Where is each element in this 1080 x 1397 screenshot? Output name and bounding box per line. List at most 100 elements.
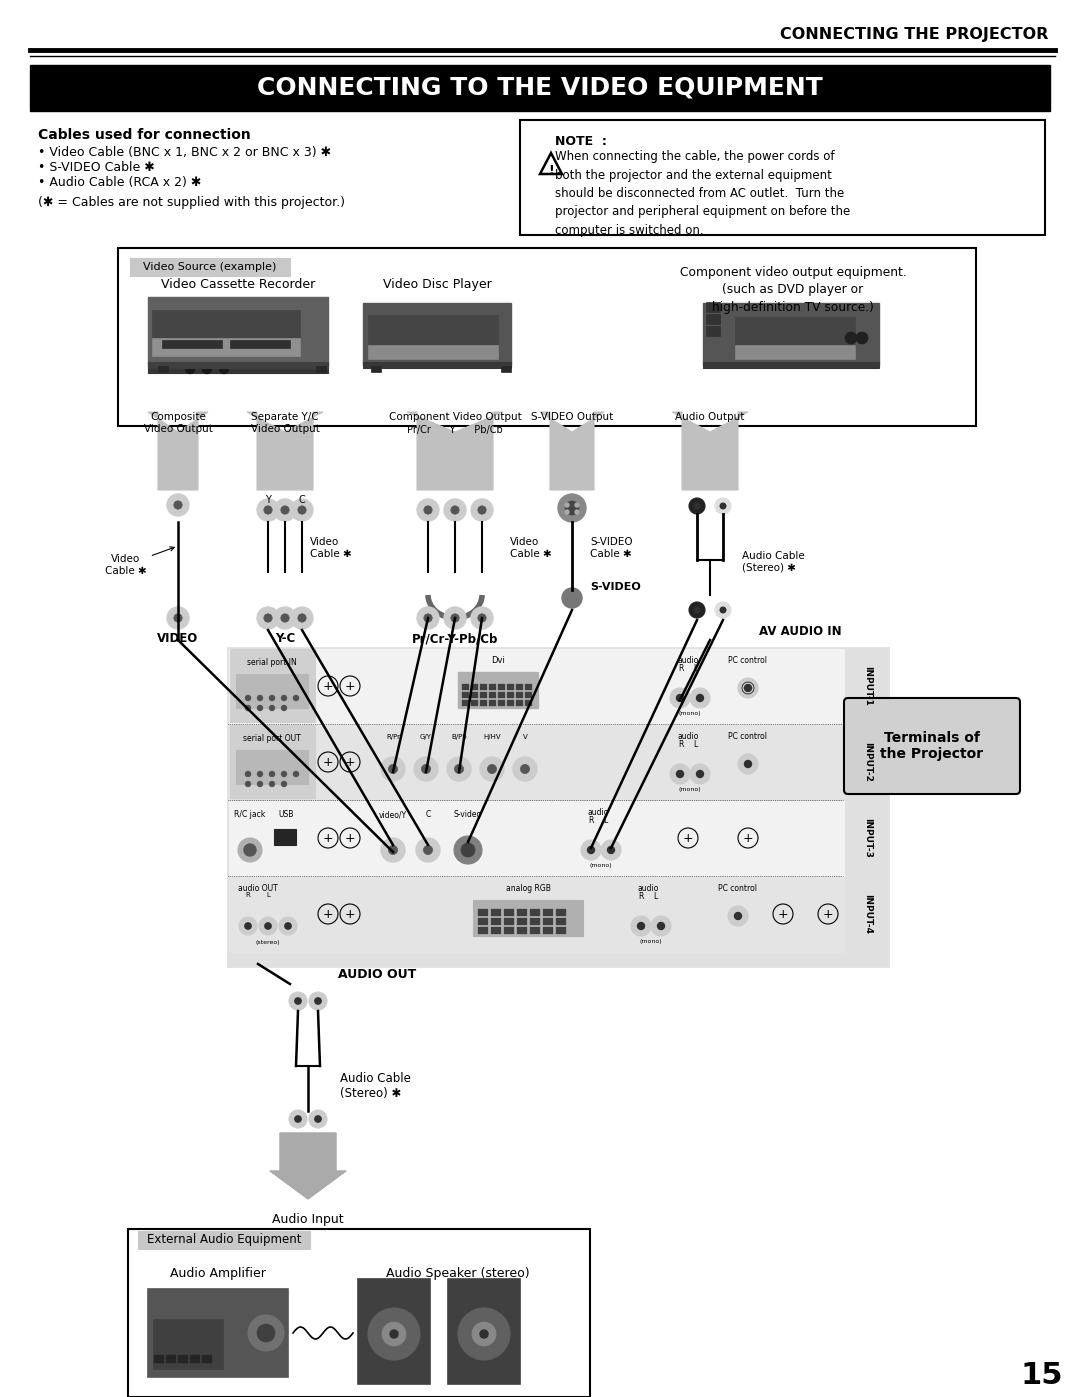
Bar — [543, 928, 553, 935]
Bar — [357, 1280, 430, 1384]
Bar — [237, 673, 308, 708]
Circle shape — [389, 845, 397, 855]
Text: AV AUDIO IN: AV AUDIO IN — [758, 624, 841, 638]
Bar — [162, 339, 222, 348]
Circle shape — [279, 916, 297, 935]
Text: +: + — [778, 908, 788, 921]
Text: Audio Input: Audio Input — [272, 1213, 343, 1227]
Circle shape — [285, 923, 292, 929]
Circle shape — [856, 332, 868, 344]
Circle shape — [281, 613, 289, 622]
Text: Dvi: Dvi — [491, 657, 505, 665]
Circle shape — [167, 495, 189, 515]
Bar — [556, 928, 566, 935]
Circle shape — [291, 608, 313, 629]
Circle shape — [421, 764, 431, 774]
Text: Video
Cable ✱: Video Cable ✱ — [310, 538, 352, 559]
Text: video/Y: video/Y — [379, 810, 407, 819]
Text: H/HV: H/HV — [483, 733, 501, 740]
Bar — [154, 1355, 164, 1363]
Circle shape — [257, 608, 279, 629]
Circle shape — [381, 838, 405, 862]
Circle shape — [447, 757, 471, 781]
Bar — [178, 1355, 188, 1363]
Bar — [473, 900, 583, 936]
Bar — [152, 310, 300, 351]
Text: Video Source (example): Video Source (example) — [144, 263, 276, 272]
Bar — [462, 685, 469, 690]
Bar — [498, 700, 505, 705]
Text: +: + — [683, 831, 693, 845]
Bar — [556, 909, 566, 916]
Circle shape — [690, 687, 710, 708]
Text: Video
Cable ✱: Video Cable ✱ — [510, 538, 552, 559]
Text: Audio Speaker (stereo): Audio Speaker (stereo) — [387, 1267, 530, 1280]
Circle shape — [744, 760, 752, 767]
Circle shape — [289, 1111, 307, 1127]
Text: L: L — [653, 893, 657, 901]
Circle shape — [174, 613, 183, 622]
Circle shape — [295, 1116, 301, 1122]
Circle shape — [309, 1111, 327, 1127]
Bar — [504, 928, 514, 935]
Text: 15: 15 — [1021, 1361, 1063, 1390]
Text: (mono): (mono) — [678, 787, 701, 792]
Circle shape — [281, 705, 287, 711]
Bar — [158, 366, 168, 372]
Circle shape — [389, 764, 397, 774]
Text: Audio Output: Audio Output — [675, 412, 745, 422]
Bar — [462, 692, 469, 698]
Circle shape — [690, 764, 710, 784]
Circle shape — [238, 838, 262, 862]
Bar — [462, 700, 469, 705]
Circle shape — [281, 781, 287, 787]
Bar — [166, 1355, 176, 1363]
Circle shape — [423, 845, 433, 855]
Circle shape — [264, 613, 272, 622]
Circle shape — [264, 506, 272, 514]
Bar — [516, 692, 523, 698]
Bar — [543, 918, 553, 925]
Bar — [507, 685, 514, 690]
Circle shape — [417, 608, 438, 629]
Text: +: + — [345, 831, 355, 845]
Bar — [530, 909, 540, 916]
Text: S-VIDEO Output: S-VIDEO Output — [531, 412, 613, 422]
Text: Audio Cable
(Stereo) ✱: Audio Cable (Stereo) ✱ — [742, 552, 805, 573]
Circle shape — [720, 503, 726, 509]
Bar — [516, 700, 523, 705]
Text: Terminals of
the Projector: Terminals of the Projector — [880, 731, 984, 761]
Text: +: + — [345, 756, 355, 768]
Text: B/Pb: B/Pb — [451, 733, 467, 740]
Circle shape — [444, 608, 465, 629]
Text: R: R — [589, 816, 594, 826]
Circle shape — [390, 1330, 399, 1338]
Circle shape — [382, 1322, 406, 1345]
FancyBboxPatch shape — [843, 698, 1020, 793]
Text: C: C — [299, 495, 306, 504]
Bar — [363, 362, 511, 367]
Text: R/C jack: R/C jack — [234, 810, 266, 819]
Text: Y-C: Y-C — [275, 631, 295, 645]
Polygon shape — [247, 412, 323, 490]
Circle shape — [416, 838, 440, 862]
Circle shape — [521, 764, 529, 774]
Text: S-video: S-video — [454, 810, 482, 819]
Text: !: ! — [549, 163, 554, 176]
Bar — [501, 366, 511, 372]
Circle shape — [293, 694, 299, 701]
Bar — [480, 685, 487, 690]
Circle shape — [697, 771, 703, 778]
Text: R: R — [678, 740, 684, 749]
Text: audio: audio — [677, 657, 699, 665]
Bar — [372, 366, 381, 372]
Text: CONNECTING TO THE VIDEO EQUIPMENT: CONNECTING TO THE VIDEO EQUIPMENT — [257, 75, 823, 101]
Bar — [525, 700, 532, 705]
Bar — [228, 648, 888, 965]
Circle shape — [715, 602, 731, 617]
Text: (✱ = Cables are not supplied with this projector.): (✱ = Cables are not supplied with this p… — [38, 196, 345, 210]
Circle shape — [269, 705, 275, 711]
Text: INPUT-2: INPUT-2 — [864, 742, 873, 782]
Circle shape — [676, 771, 684, 778]
Circle shape — [368, 1308, 420, 1361]
